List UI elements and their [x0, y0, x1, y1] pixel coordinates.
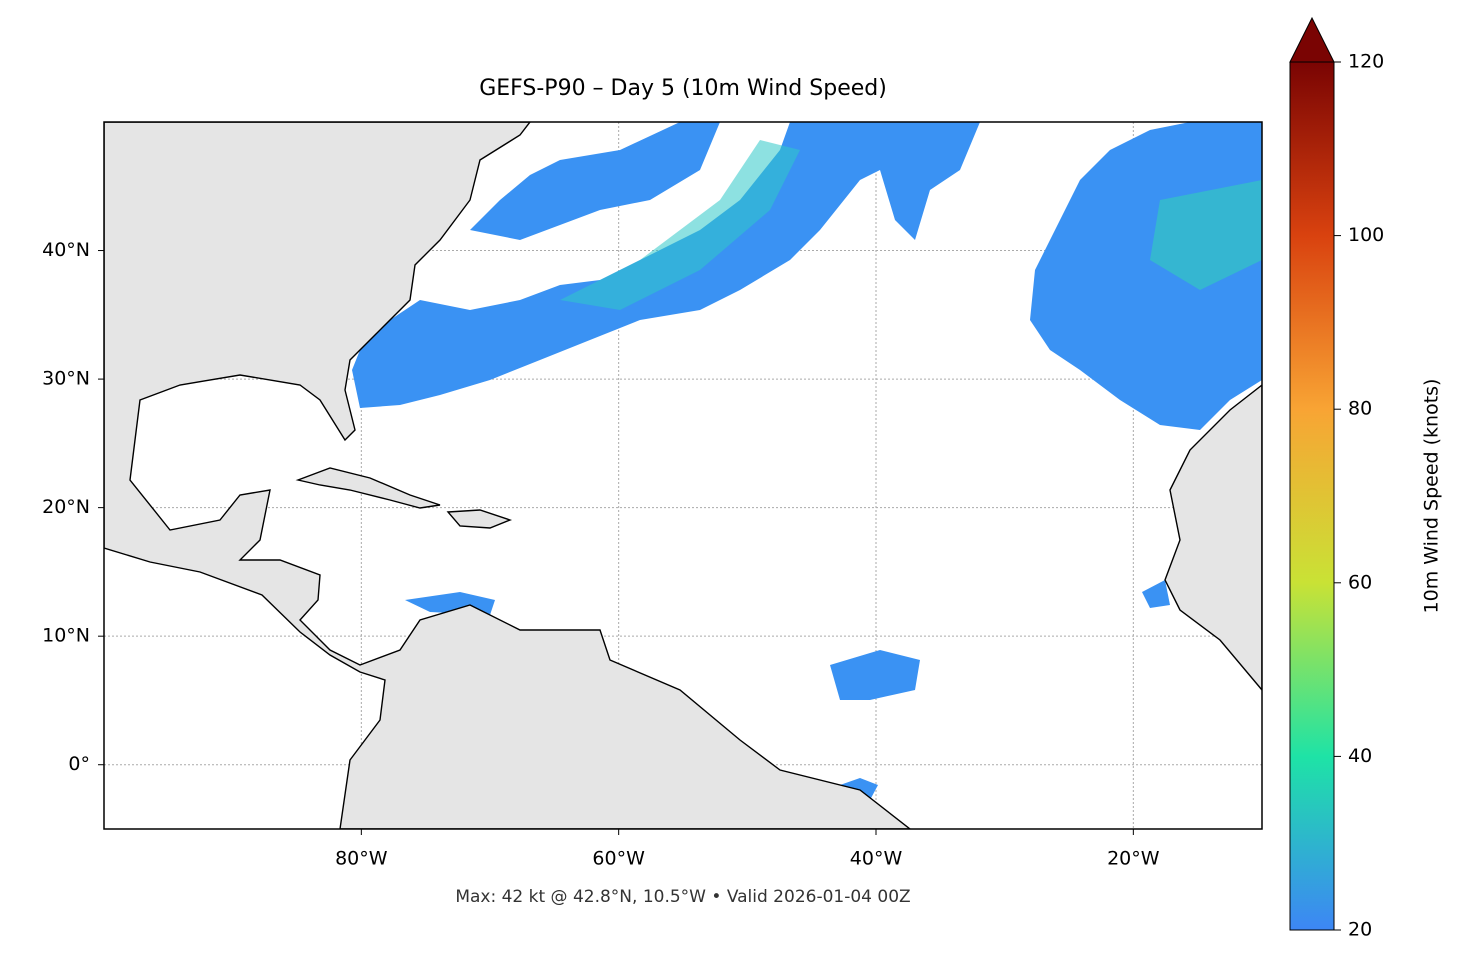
colorbar-label: 10m Wind Speed (knots)	[1421, 379, 1443, 614]
wind-patch	[1142, 580, 1170, 608]
wind-swath	[470, 122, 720, 240]
y-tick-label: 10°N	[42, 625, 90, 647]
map-frame	[103, 121, 1263, 830]
x-tick-label: 60°W	[592, 848, 645, 870]
colorbar-tick-label: 60	[1348, 571, 1372, 593]
colorbar-tick-label: 80	[1348, 398, 1372, 420]
x-tick-label: 20°W	[1107, 848, 1160, 870]
map-area	[104, 122, 1262, 829]
wind-core	[560, 140, 800, 310]
footer: Max: 42 kt @ 42.8°N, 10.5°W • Valid 2026…	[455, 887, 910, 907]
x-tick-label: 80°W	[335, 848, 388, 870]
colorbar	[1289, 16, 1335, 931]
y-tick-label: 40°N	[42, 239, 90, 261]
wind-core	[1150, 180, 1262, 290]
colorbar-tick-label: 120	[1348, 51, 1384, 73]
colorbar-extend	[1289, 16, 1335, 63]
colorbar-tick-label: 100	[1348, 224, 1384, 246]
y-tick-label: 0°	[68, 753, 90, 775]
hispaniola	[446, 509, 513, 529]
cuba	[295, 467, 441, 509]
colorbar-tick-label: 40	[1348, 745, 1372, 767]
y-tick-label: 30°N	[42, 368, 90, 390]
wind-patch	[830, 650, 920, 700]
americas	[104, 122, 912, 829]
x-tick-label: 40°W	[850, 848, 903, 870]
colorbar-tick-label: 20	[1348, 919, 1372, 941]
africa	[1164, 384, 1262, 692]
map-title: GEFS-P90 – Day 5 (10m Wind Speed)	[479, 76, 887, 101]
colorbar-bar	[1289, 61, 1335, 931]
y-tick-label: 20°N	[42, 496, 90, 518]
